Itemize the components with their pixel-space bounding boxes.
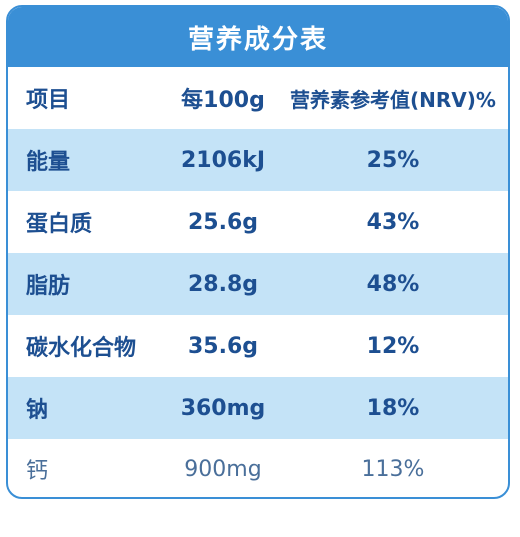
row-name: 能量: [26, 150, 71, 175]
table-row: 能量 2106kJ 25%: [8, 129, 508, 191]
row-nrv: 113%: [361, 456, 425, 482]
nutrition-table: 营养成分表 项目 每100g 营养素参考值(NRV)% 能量 2106kJ 25…: [6, 5, 510, 499]
row-amount: 360mg: [180, 395, 266, 421]
row-nrv: 43%: [366, 209, 420, 235]
table-title: 营养成分表: [8, 7, 508, 67]
table-header-row: 项目 每100g 营养素参考值(NRV)%: [8, 67, 508, 129]
row-nrv: 48%: [366, 271, 420, 297]
table-row: 钠 360mg 18%: [8, 377, 508, 439]
row-name: 脂肪: [26, 274, 71, 299]
row-name: 碳水化合物: [26, 336, 137, 361]
header-nrv: 营养素参考值(NRV)%: [290, 87, 496, 112]
table-row: 碳水化合物 35.6g 12%: [8, 315, 508, 377]
row-name: 蛋白质: [26, 212, 93, 237]
table-row: 钙 900mg 113%: [8, 439, 508, 497]
header-per100g: 每100g: [181, 88, 265, 113]
row-nrv: 25%: [366, 147, 420, 173]
row-name: 钠: [26, 398, 49, 423]
row-nrv: 12%: [366, 333, 420, 359]
row-name: 钙: [26, 459, 49, 484]
header-item: 项目: [26, 88, 71, 113]
row-amount: 35.6g: [187, 333, 259, 359]
table-row: 蛋白质 25.6g 43%: [8, 191, 508, 253]
row-nrv: 18%: [366, 395, 420, 421]
row-amount: 900mg: [184, 456, 262, 482]
row-amount: 28.8g: [187, 271, 259, 297]
row-amount: 25.6g: [187, 209, 259, 235]
row-amount: 2106kJ: [180, 147, 266, 173]
table-row: 脂肪 28.8g 48%: [8, 253, 508, 315]
